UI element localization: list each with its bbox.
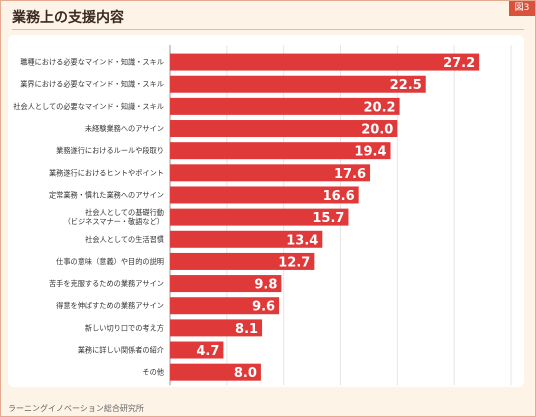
source-credit: ラーニングイノベーション総合研究所 <box>8 404 144 413</box>
category-label: 仕事の意味（意義）や目的の説明 <box>56 257 164 266</box>
bar-chart: 051015202530(%)職種における必要なマインド・知識・スキル27.2業… <box>13 45 512 386</box>
bar <box>170 75 426 93</box>
bar <box>170 341 224 359</box>
category-label: 社会人としての生活習慣 <box>85 235 164 244</box>
bar <box>170 53 480 71</box>
bar <box>170 164 371 182</box>
category-label: 業界における必要なマインド・知識・スキル <box>20 80 164 89</box>
value-label: 8.1 <box>235 322 258 337</box>
category-label: 苦手を克服するための業務アサイン <box>49 279 164 288</box>
value-label: 12.7 <box>278 255 310 270</box>
category-label: 得意を伸ばすための業務アサイン <box>56 301 164 310</box>
title-divider <box>12 29 524 30</box>
category-label: 社会人としての基礎行動 <box>85 208 164 217</box>
category-label: 業務に詳しい関係者の紹介 <box>78 346 165 355</box>
bar <box>170 208 349 226</box>
value-label: 22.5 <box>390 78 422 93</box>
bar <box>170 186 359 204</box>
category-label: 未経験業務へのアサイン <box>85 124 164 133</box>
value-label: 8.0 <box>234 366 257 381</box>
value-label: 16.6 <box>323 189 355 204</box>
category-label: 定常業務・慣れた業務へのアサイン <box>49 190 164 199</box>
value-label: 9.8 <box>254 278 277 293</box>
bar <box>170 230 323 248</box>
value-label: 20.2 <box>364 100 396 115</box>
value-label: 19.4 <box>354 145 386 160</box>
bar <box>170 120 398 138</box>
value-label: 13.4 <box>286 233 318 248</box>
value-label: 4.7 <box>196 344 219 359</box>
value-label: 15.7 <box>312 211 344 226</box>
bar <box>170 297 280 315</box>
chart-panel: 051015202530(%)職種における必要なマインド・知識・スキル27.2業… <box>8 35 524 387</box>
bar <box>170 363 261 381</box>
bar <box>170 275 282 293</box>
bar <box>170 142 391 160</box>
bar <box>170 252 315 270</box>
category-label: その他 <box>142 368 164 377</box>
bar <box>170 319 263 337</box>
value-label: 20.0 <box>361 123 393 138</box>
category-label: 社会人としての必要なマインド・知識・スキル <box>13 102 164 111</box>
category-label: 業務遂行におけるルールや段取り <box>56 146 164 155</box>
value-label: 27.2 <box>443 56 475 71</box>
category-label: 業務遂行におけるヒントやポイント <box>49 168 164 177</box>
figure-number-tag: 図3 <box>509 1 535 16</box>
value-label: 17.6 <box>334 167 366 182</box>
category-label: （ビジネスマナー・敬語など） <box>64 217 164 226</box>
category-label: 新しい切り口での考え方 <box>85 323 164 332</box>
bar <box>170 97 400 115</box>
category-label: 職種における必要なマインド・知識・スキル <box>20 58 164 67</box>
page-title: 業務上の支援内容 <box>12 10 124 26</box>
value-label: 9.6 <box>252 300 275 315</box>
